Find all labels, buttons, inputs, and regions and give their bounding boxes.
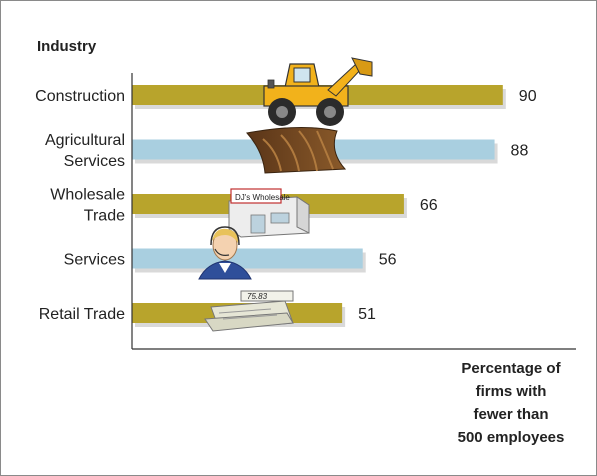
- category-label: Construction: [35, 88, 125, 105]
- category-label: Agricultural Services: [45, 132, 125, 170]
- value-label: 56: [379, 252, 397, 269]
- bars-layer: [132, 85, 506, 327]
- value-label: 66: [420, 197, 438, 214]
- headset-agent-icon: [198, 226, 252, 280]
- value-label: 90: [519, 88, 537, 105]
- category-label: Services: [64, 252, 125, 269]
- plowed-field-icon: [246, 126, 347, 174]
- illustrations: DJ's Wholesale 75.83: [198, 57, 373, 332]
- register-display: 75.83: [247, 292, 268, 301]
- x-axis-label: Percentage of firms with fewer than 500 emp…: [458, 360, 565, 446]
- category-label: Wholesale Trade: [50, 187, 125, 225]
- cash-register-icon: 75.83: [204, 290, 294, 332]
- value-label: 88: [511, 143, 529, 160]
- category-label: Retail Trade: [39, 306, 125, 323]
- bar: [132, 248, 363, 269]
- value-label: 51: [358, 306, 376, 323]
- store-sign: DJ's Wholesale: [235, 193, 290, 202]
- bulldozer-icon: [263, 57, 373, 126]
- x-axis-title: Percentage of firms with fewer than 500 emp…: [458, 360, 565, 446]
- storefront-icon: DJ's Wholesale: [228, 188, 310, 238]
- chart-title: Industry: [37, 38, 97, 55]
